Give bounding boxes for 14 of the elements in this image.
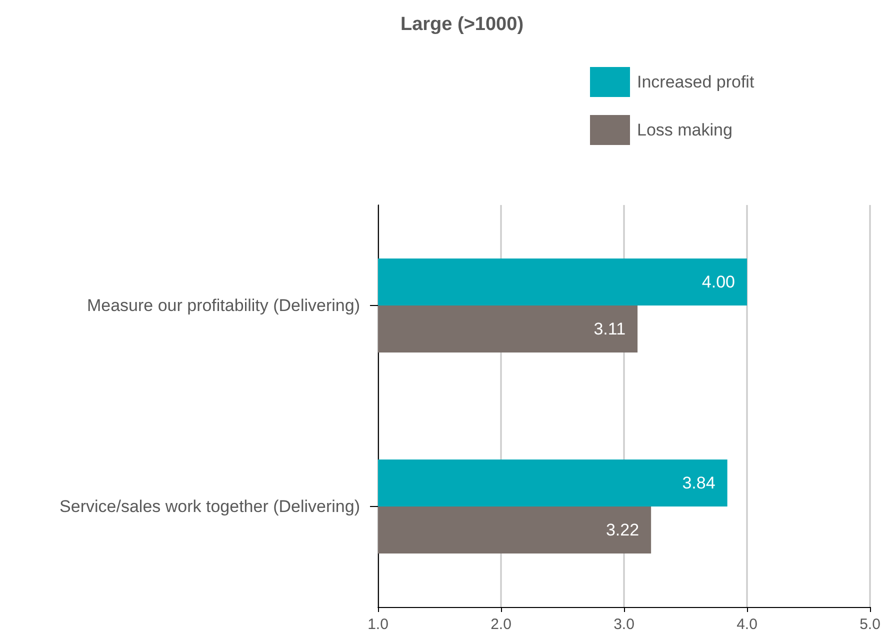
y-tick-label: Measure our profitability (Delivering)	[86, 296, 360, 315]
data-label: 3.22	[606, 520, 640, 540]
x-tick-label: 4.0	[736, 616, 758, 633]
x-tick-label: 3.0	[614, 616, 634, 633]
legend-label: Increased profit	[637, 72, 754, 92]
data-label: 3.11	[594, 320, 626, 338]
data-label: 4.00	[702, 272, 735, 292]
chart-title: Large (>1000)	[400, 14, 524, 35]
x-tick-label: 5.0	[860, 616, 880, 633]
data-label: 3.84	[682, 474, 716, 492]
x-tick-label: 1.0	[368, 616, 388, 633]
y-tick-label: Service/sales work together (Delivering)	[60, 497, 360, 516]
legend-label: Loss making	[637, 120, 732, 140]
x-tick-label: 2.0	[490, 616, 512, 633]
